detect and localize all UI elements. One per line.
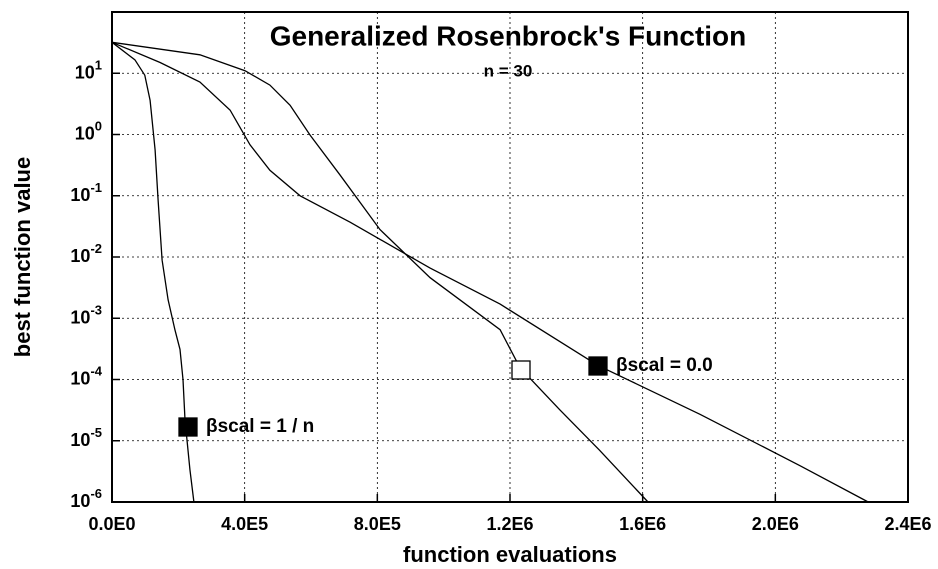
x-tick-label: 8.0E5 [354,514,401,534]
y-tick-label: 101 [75,58,102,82]
chart-subtitle: n = 30 [484,61,533,80]
data-line [111,41,649,503]
legend-marker [511,360,531,380]
chart-title: Generalized Rosenbrock's Function [270,20,747,51]
data-line [111,41,869,503]
x-tick-label: 1.2E6 [486,514,533,534]
x-axis-label: function evaluations [403,542,617,567]
legend-label: βscal = 0.0 [616,355,713,376]
data-line [111,41,195,503]
legend-marker [588,356,608,376]
legend-marker [178,417,198,437]
x-tick-label: 0.0E0 [88,514,135,534]
y-tick-label: 10-4 [70,364,102,388]
x-tick-label: 2.0E6 [752,514,799,534]
x-tick-label: 1.6E6 [619,514,666,534]
legend-label: βscal = 1 / n [206,416,314,437]
y-axis-label: best function value [10,157,35,357]
y-tick-label: 100 [75,119,102,143]
y-tick-label: 10-1 [70,180,102,204]
y-tick-label: 10-6 [70,486,102,510]
y-tick-label: 10-2 [70,241,102,265]
y-tick-label: 10-5 [70,425,102,449]
x-tick-label: 2.4E6 [884,514,931,534]
x-tick-label: 4.0E5 [221,514,268,534]
y-tick-label: 10-3 [70,303,102,327]
